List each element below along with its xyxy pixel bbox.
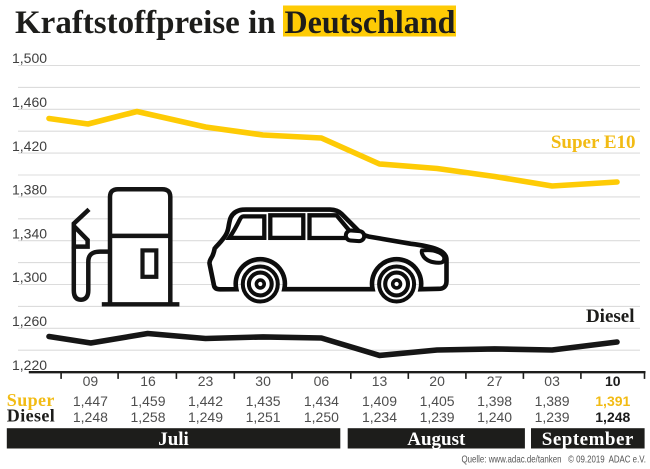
svg-text:1,234: 1,234 [362,409,397,425]
svg-text:Diesel: Diesel [586,306,635,327]
svg-text:1,389: 1,389 [535,393,570,409]
svg-text:1,250: 1,250 [304,409,339,425]
svg-text:10: 10 [605,373,621,389]
svg-text:1,258: 1,258 [130,409,165,425]
svg-text:13: 13 [372,373,388,389]
svg-text:23: 23 [198,373,214,389]
svg-text:September: September [542,429,634,450]
svg-text:Diesel: Diesel [7,406,55,426]
svg-text:09: 09 [83,373,99,389]
svg-text:1,220: 1,220 [12,357,47,373]
svg-text:1,434: 1,434 [304,393,339,409]
svg-text:Super E10: Super E10 [551,132,636,153]
svg-text:Quelle: www.adac.de/tanken ©: Quelle: www.adac.de/tanken © 09.2019 ADA… [462,454,647,466]
svg-text:1,248: 1,248 [73,409,108,425]
svg-text:30: 30 [255,373,271,389]
svg-text:1,447: 1,447 [73,393,108,409]
svg-text:1,248: 1,248 [595,409,630,425]
svg-text:1,260: 1,260 [12,313,47,329]
svg-text:1,435: 1,435 [246,393,281,409]
svg-text:1,420: 1,420 [12,138,47,154]
svg-text:1,409: 1,409 [362,393,397,409]
svg-text:1,460: 1,460 [12,94,47,110]
svg-text:Deutschland: Deutschland [285,5,456,41]
svg-text:Super: Super [7,390,55,410]
svg-text:1,239: 1,239 [535,409,570,425]
svg-text:1,500: 1,500 [12,50,47,66]
svg-text:1,398: 1,398 [477,393,512,409]
svg-text:20: 20 [429,373,445,389]
svg-text:03: 03 [544,373,560,389]
svg-text:1,442: 1,442 [188,393,223,409]
svg-text:1,340: 1,340 [12,225,47,241]
svg-text:27: 27 [487,373,503,389]
svg-text:16: 16 [140,373,156,389]
svg-text:Kraftstoffpreise in: Kraftstoffpreise in [15,5,276,41]
svg-text:1,380: 1,380 [12,182,47,198]
svg-text:1,249: 1,249 [188,409,223,425]
svg-text:Juli: Juli [158,429,189,450]
svg-text:1,239: 1,239 [420,409,455,425]
svg-text:06: 06 [314,373,330,389]
svg-text:1,240: 1,240 [477,409,512,425]
svg-text:1,459: 1,459 [130,393,165,409]
svg-text:August: August [407,429,466,450]
svg-text:1,405: 1,405 [420,393,455,409]
svg-text:1,300: 1,300 [12,269,47,285]
svg-text:1,391: 1,391 [595,393,630,409]
svg-text:1,251: 1,251 [246,409,281,425]
